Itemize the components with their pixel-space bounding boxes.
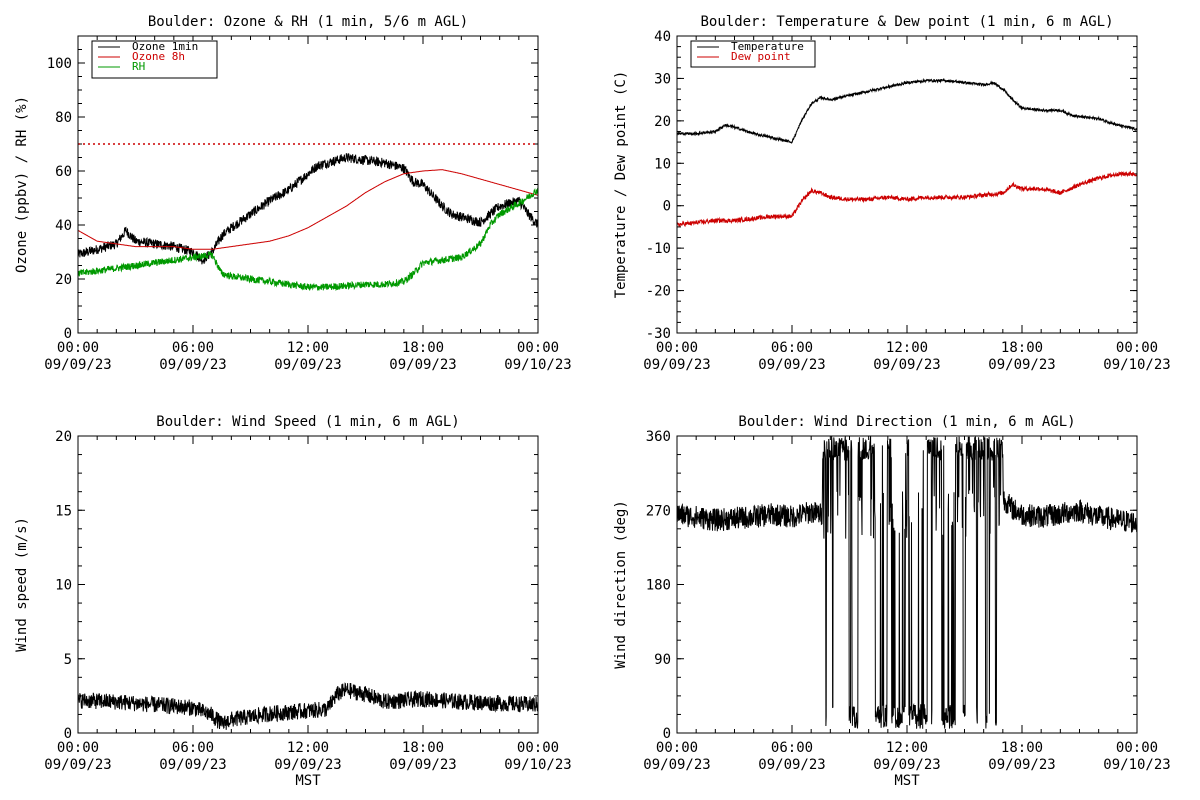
- x-tick-time: 18:00: [1001, 740, 1043, 756]
- chart-title: Boulder: Temperature & Dew point (1 min,…: [700, 14, 1113, 30]
- chart-panel-1: Boulder: Ozone & RH (1 min, 5/6 m AGL) 0 2…: [14, 14, 572, 373]
- x-tick-time: 18:00: [1001, 340, 1043, 356]
- x-tick-date: 09/10/23: [1103, 357, 1170, 373]
- legend-label: Dew point: [731, 50, 791, 63]
- series-line-1: [676, 435, 1138, 729]
- y-tick-label: 180: [646, 578, 671, 594]
- x-tick-time: 00:00: [1116, 340, 1158, 356]
- x-tick-date: 09/09/23: [873, 357, 940, 373]
- series-line-1: [676, 77, 1138, 144]
- plot-frame: [676, 435, 1138, 734]
- x-tick-date: 09/09/23: [159, 757, 226, 773]
- y-tick-label: 270: [646, 503, 671, 519]
- y-tick-label: -20: [646, 284, 671, 300]
- x-tick-time: 00:00: [57, 740, 99, 756]
- y-axis-label: Wind direction (deg): [613, 500, 629, 669]
- x-tick-date: 09/10/23: [504, 357, 571, 373]
- series-line-1: [77, 153, 539, 265]
- plot-frame: [77, 435, 539, 734]
- x-tick-time: 06:00: [771, 740, 813, 756]
- x-tick-date: 09/09/23: [389, 757, 456, 773]
- y-tick-label: 10: [654, 156, 671, 172]
- x-tick-time: 00:00: [656, 340, 698, 356]
- x-tick-time: 12:00: [886, 340, 928, 356]
- x-tick-date: 09/10/23: [1103, 757, 1170, 773]
- x-tick-date: 09/09/23: [274, 357, 341, 373]
- x-tick-date: 09/10/23: [504, 757, 571, 773]
- series-line-1: [77, 682, 539, 730]
- series-line-3: [77, 187, 539, 292]
- plot-frame: [77, 35, 539, 334]
- y-tick-label: 0: [663, 726, 671, 742]
- x-tick-time: 18:00: [402, 340, 444, 356]
- plot-frame: [676, 35, 1138, 334]
- x-tick-time: 00:00: [517, 340, 559, 356]
- y-tick-label: 40: [654, 29, 671, 45]
- y-tick-label: 100: [47, 56, 72, 72]
- y-tick-label: 0: [64, 726, 72, 742]
- y-tick-label: 30: [654, 71, 671, 87]
- y-tick-label: 20: [55, 272, 72, 288]
- y-tick-label: 40: [55, 218, 72, 234]
- y-axis-label: Ozone (ppbv) / RH (%): [14, 96, 30, 273]
- chart-panel-2: Boulder: Temperature & Dew point (1 min,…: [613, 14, 1171, 373]
- x-tick-date: 09/09/23: [44, 357, 111, 373]
- y-tick-label: 90: [654, 652, 671, 668]
- legend-box: [690, 40, 816, 68]
- x-tick-time: 00:00: [57, 340, 99, 356]
- x-axis-label: MST: [894, 773, 920, 789]
- x-tick-date: 09/09/23: [44, 757, 111, 773]
- x-tick-time: 06:00: [172, 340, 214, 356]
- y-axis-label: Wind speed (m/s): [14, 517, 30, 652]
- x-tick-date: 09/09/23: [274, 757, 341, 773]
- x-tick-time: 00:00: [656, 740, 698, 756]
- legend-label: RH: [132, 60, 145, 73]
- y-tick-label: 80: [55, 110, 72, 126]
- y-tick-label: 60: [55, 164, 72, 180]
- x-tick-date: 09/09/23: [758, 357, 825, 373]
- y-tick-label: 10: [55, 578, 72, 594]
- x-tick-date: 09/09/23: [643, 757, 710, 773]
- x-tick-time: 06:00: [172, 740, 214, 756]
- y-axis-label: Temperature / Dew point (C): [613, 71, 629, 299]
- legend-label: Ozone 8h: [132, 50, 185, 63]
- x-tick-time: 00:00: [1116, 740, 1158, 756]
- x-tick-time: 12:00: [287, 740, 329, 756]
- chart-panel-3: Boulder: Wind Speed (1 min, 6 m AGL) 0 5 10…: [14, 414, 572, 789]
- x-tick-date: 09/09/23: [159, 357, 226, 373]
- y-tick-label: 360: [646, 429, 671, 445]
- y-tick-label: 15: [55, 503, 72, 519]
- legend-label: Ozone 1min: [132, 40, 198, 53]
- series-line-2: [77, 169, 539, 250]
- x-tick-time: 00:00: [517, 740, 559, 756]
- x-tick-time: 18:00: [402, 740, 444, 756]
- x-tick-date: 09/09/23: [758, 757, 825, 773]
- y-tick-label: 20: [55, 429, 72, 445]
- y-tick-label: 20: [654, 114, 671, 130]
- x-tick-time: 12:00: [287, 340, 329, 356]
- y-tick-label: 0: [64, 326, 72, 342]
- series-line-2: [676, 170, 1138, 228]
- legend-label: Temperature: [731, 40, 804, 53]
- x-tick-date: 09/09/23: [389, 357, 456, 373]
- x-tick-time: 06:00: [771, 340, 813, 356]
- chart-title: Boulder: Wind Speed (1 min, 6 m AGL): [156, 414, 459, 430]
- x-axis-label: MST: [295, 773, 321, 789]
- chart-panel-4: Boulder: Wind Direction (1 min, 6 m AGL)…: [613, 414, 1171, 789]
- x-tick-date: 09/09/23: [643, 357, 710, 373]
- chart-title: Boulder: Wind Direction (1 min, 6 m AGL): [738, 414, 1075, 430]
- x-tick-time: 12:00: [886, 740, 928, 756]
- y-tick-label: -30: [646, 326, 671, 342]
- x-tick-date: 09/09/23: [873, 757, 940, 773]
- x-tick-date: 09/09/23: [988, 357, 1055, 373]
- y-tick-label: 5: [64, 652, 72, 668]
- chart-title: Boulder: Ozone & RH (1 min, 5/6 m AGL): [148, 14, 468, 30]
- y-tick-label: 0: [663, 199, 671, 215]
- x-tick-date: 09/09/23: [988, 757, 1055, 773]
- y-tick-label: -10: [646, 241, 671, 257]
